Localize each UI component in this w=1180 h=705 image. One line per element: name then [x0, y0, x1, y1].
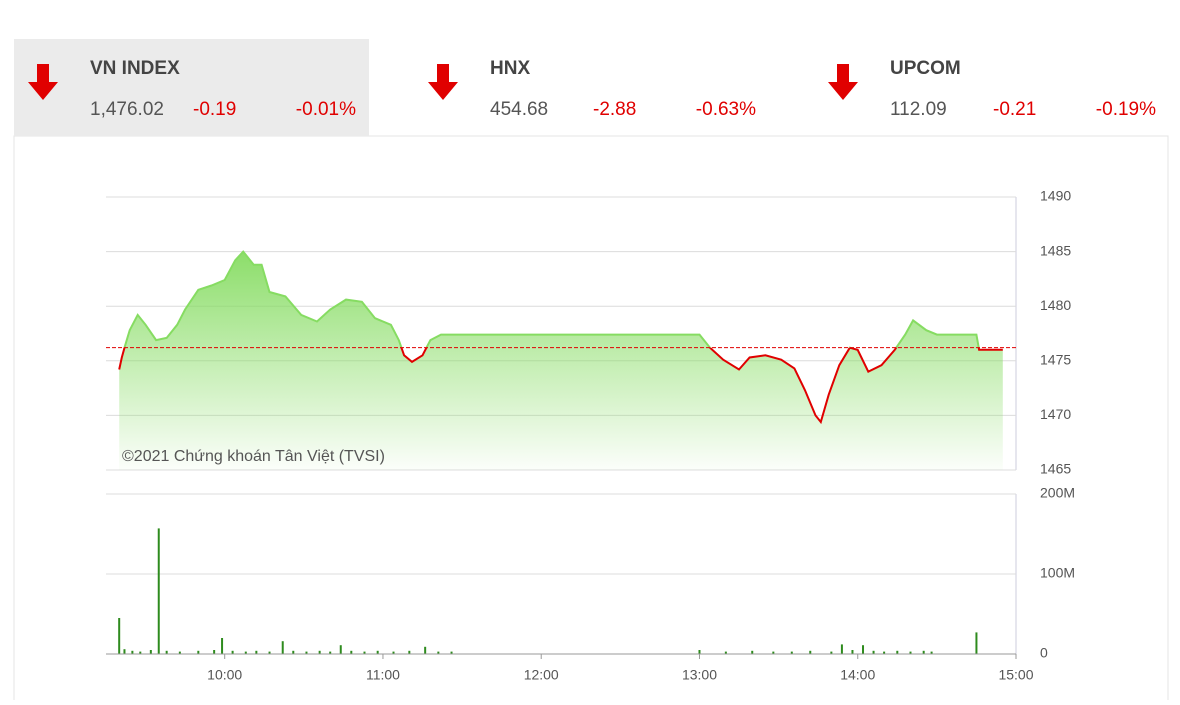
volume-bar: [751, 650, 754, 654]
x-tick-label: 10:00: [207, 667, 242, 683]
x-tick-label: 15:00: [998, 667, 1033, 683]
volume-bar: [437, 651, 440, 654]
volume-bar: [450, 651, 453, 654]
volume-bar: [909, 651, 912, 654]
volume-bar: [231, 650, 234, 654]
volume-bar: [790, 651, 793, 654]
volume-bar: [896, 650, 899, 654]
price-line-down: [118, 347, 1003, 425]
index-change: -0.21: [993, 99, 1036, 120]
volume-bar: [975, 632, 978, 654]
volume-bar: [139, 651, 142, 654]
volume-bar: [350, 650, 353, 654]
volume-bar: [424, 646, 427, 654]
volume-bar: [339, 645, 342, 654]
watermark: ©2021 Chứng khoán Tân Việt (TVSI): [122, 448, 385, 465]
volume-bar: [830, 651, 833, 654]
volume-bar: [292, 650, 295, 654]
x-tick-label: 14:00: [840, 667, 875, 683]
volume-bar: [305, 651, 308, 654]
volume-bar: [131, 650, 134, 654]
volume-bar: [255, 650, 258, 654]
y-tick-label: 0: [1040, 645, 1048, 661]
index-change: -0.19: [193, 99, 236, 120]
index-value: 454.68: [490, 99, 548, 120]
arrow-icons: [28, 64, 858, 100]
volume-bar: [178, 651, 181, 654]
index-change: -2.88: [593, 99, 636, 120]
volume-bar: [281, 641, 284, 654]
volume-bar: [883, 651, 886, 654]
volume-bar: [922, 650, 925, 654]
volume-bar: [268, 651, 271, 654]
volume-bar: [392, 651, 395, 654]
volume-bar: [862, 645, 865, 654]
volume-bar: [772, 651, 775, 654]
volume-bar: [329, 651, 332, 654]
volume-bar: [197, 650, 200, 654]
index-percent: -0.19%: [1096, 99, 1156, 120]
x-tick-label: 11:00: [366, 667, 400, 683]
price-area: [119, 251, 1003, 470]
index-name[interactable]: VN INDEX: [90, 58, 180, 79]
y-tick-label: 1485: [1040, 242, 1071, 258]
volume-bar: [724, 651, 727, 654]
index-percent: -0.01%: [296, 99, 356, 120]
volume-bar: [118, 618, 121, 654]
y-tick-label: 1480: [1040, 297, 1071, 313]
index-value: 1,476.02: [90, 99, 164, 120]
volume-bar: [165, 650, 168, 654]
volume-bar: [698, 650, 701, 654]
volume-bar: [318, 650, 321, 654]
volume-bar: [930, 651, 933, 654]
volume-bar: [809, 650, 812, 654]
volume-bar: [872, 650, 875, 654]
volume-bar: [840, 644, 843, 654]
volume-bar: [149, 650, 152, 654]
index-percent: -0.63%: [696, 99, 756, 120]
volume-bar: [213, 650, 216, 654]
index-value: 112.09: [890, 99, 947, 120]
x-tick-label: 13:00: [682, 667, 717, 683]
volume-bar: [851, 650, 854, 654]
active-tab[interactable]: [14, 39, 369, 136]
volume-bar: [221, 638, 224, 654]
y-tick-label: 1490: [1040, 188, 1071, 204]
y-tick-label: 1475: [1040, 352, 1071, 368]
y-tick-label: 200M: [1040, 485, 1075, 501]
volume-bar: [244, 651, 247, 654]
y-tick-label: 1470: [1040, 406, 1071, 422]
index-name[interactable]: HNX: [490, 58, 530, 79]
y-tick-label: 1465: [1040, 461, 1071, 477]
volume-bar: [157, 528, 160, 654]
price-line-up: [123, 250, 980, 348]
x-tick-label: 12:00: [524, 667, 559, 683]
y-tick-label: 100M: [1040, 565, 1075, 581]
volume-bar: [408, 650, 411, 654]
volume-bar: [363, 651, 366, 654]
volume-bar: [123, 649, 126, 654]
volume-bar: [376, 650, 379, 654]
index-name[interactable]: UPCOM: [890, 58, 961, 79]
